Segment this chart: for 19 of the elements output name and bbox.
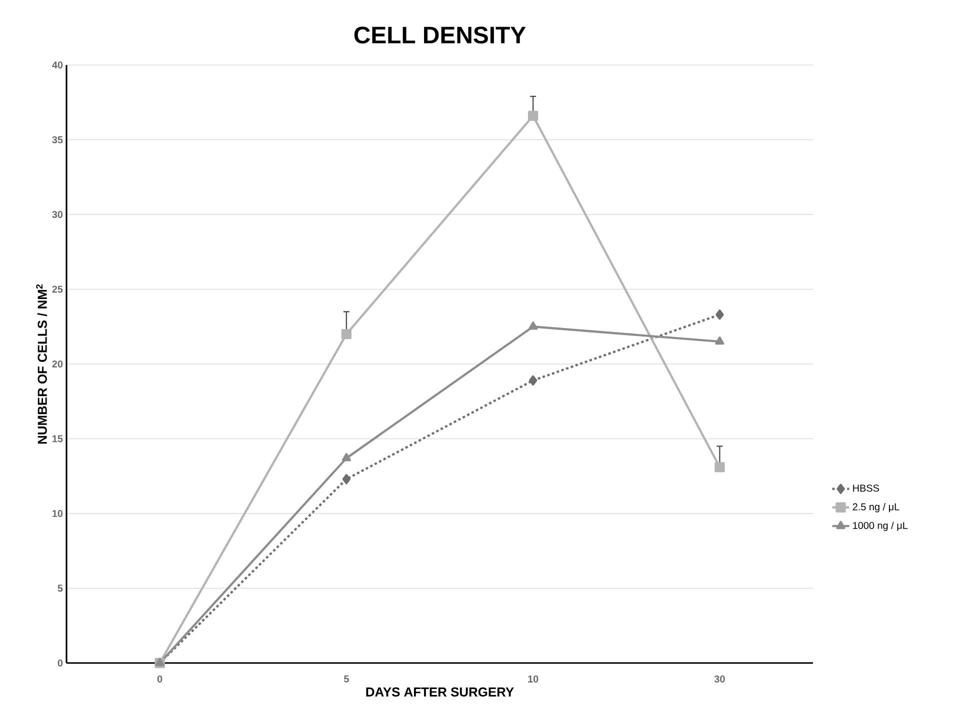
y-tick-label: 15 xyxy=(52,435,63,442)
legend-label: 2.5 ng / μL xyxy=(852,503,900,512)
x-tick-label: 30 xyxy=(714,675,725,683)
chart-title: CELL DENSITY xyxy=(354,26,526,44)
y-tick-label: 10 xyxy=(52,510,63,518)
y-tick-label: 25 xyxy=(52,286,63,293)
y-axis-title: NUMBER OF CELLS / NM$^{2}$ xyxy=(36,284,48,444)
y-tick-label: 40 xyxy=(52,61,63,69)
x-axis-title: DAYS AFTER SURGERY xyxy=(366,687,514,697)
x-tick-label: 0 xyxy=(157,675,162,683)
y-tick-label: 20 xyxy=(52,360,63,368)
legend-label: HBSS xyxy=(853,484,879,492)
y-tick-label: 35 xyxy=(52,136,63,144)
y-tick-label: 0 xyxy=(58,659,63,667)
x-tick-label: 10 xyxy=(528,675,538,683)
y-tick-label: 5 xyxy=(58,584,63,592)
legend-label: 1000 ng / μL xyxy=(853,522,908,531)
y-tick-label: 30 xyxy=(52,210,63,218)
x-tick-label: 5 xyxy=(344,675,349,682)
